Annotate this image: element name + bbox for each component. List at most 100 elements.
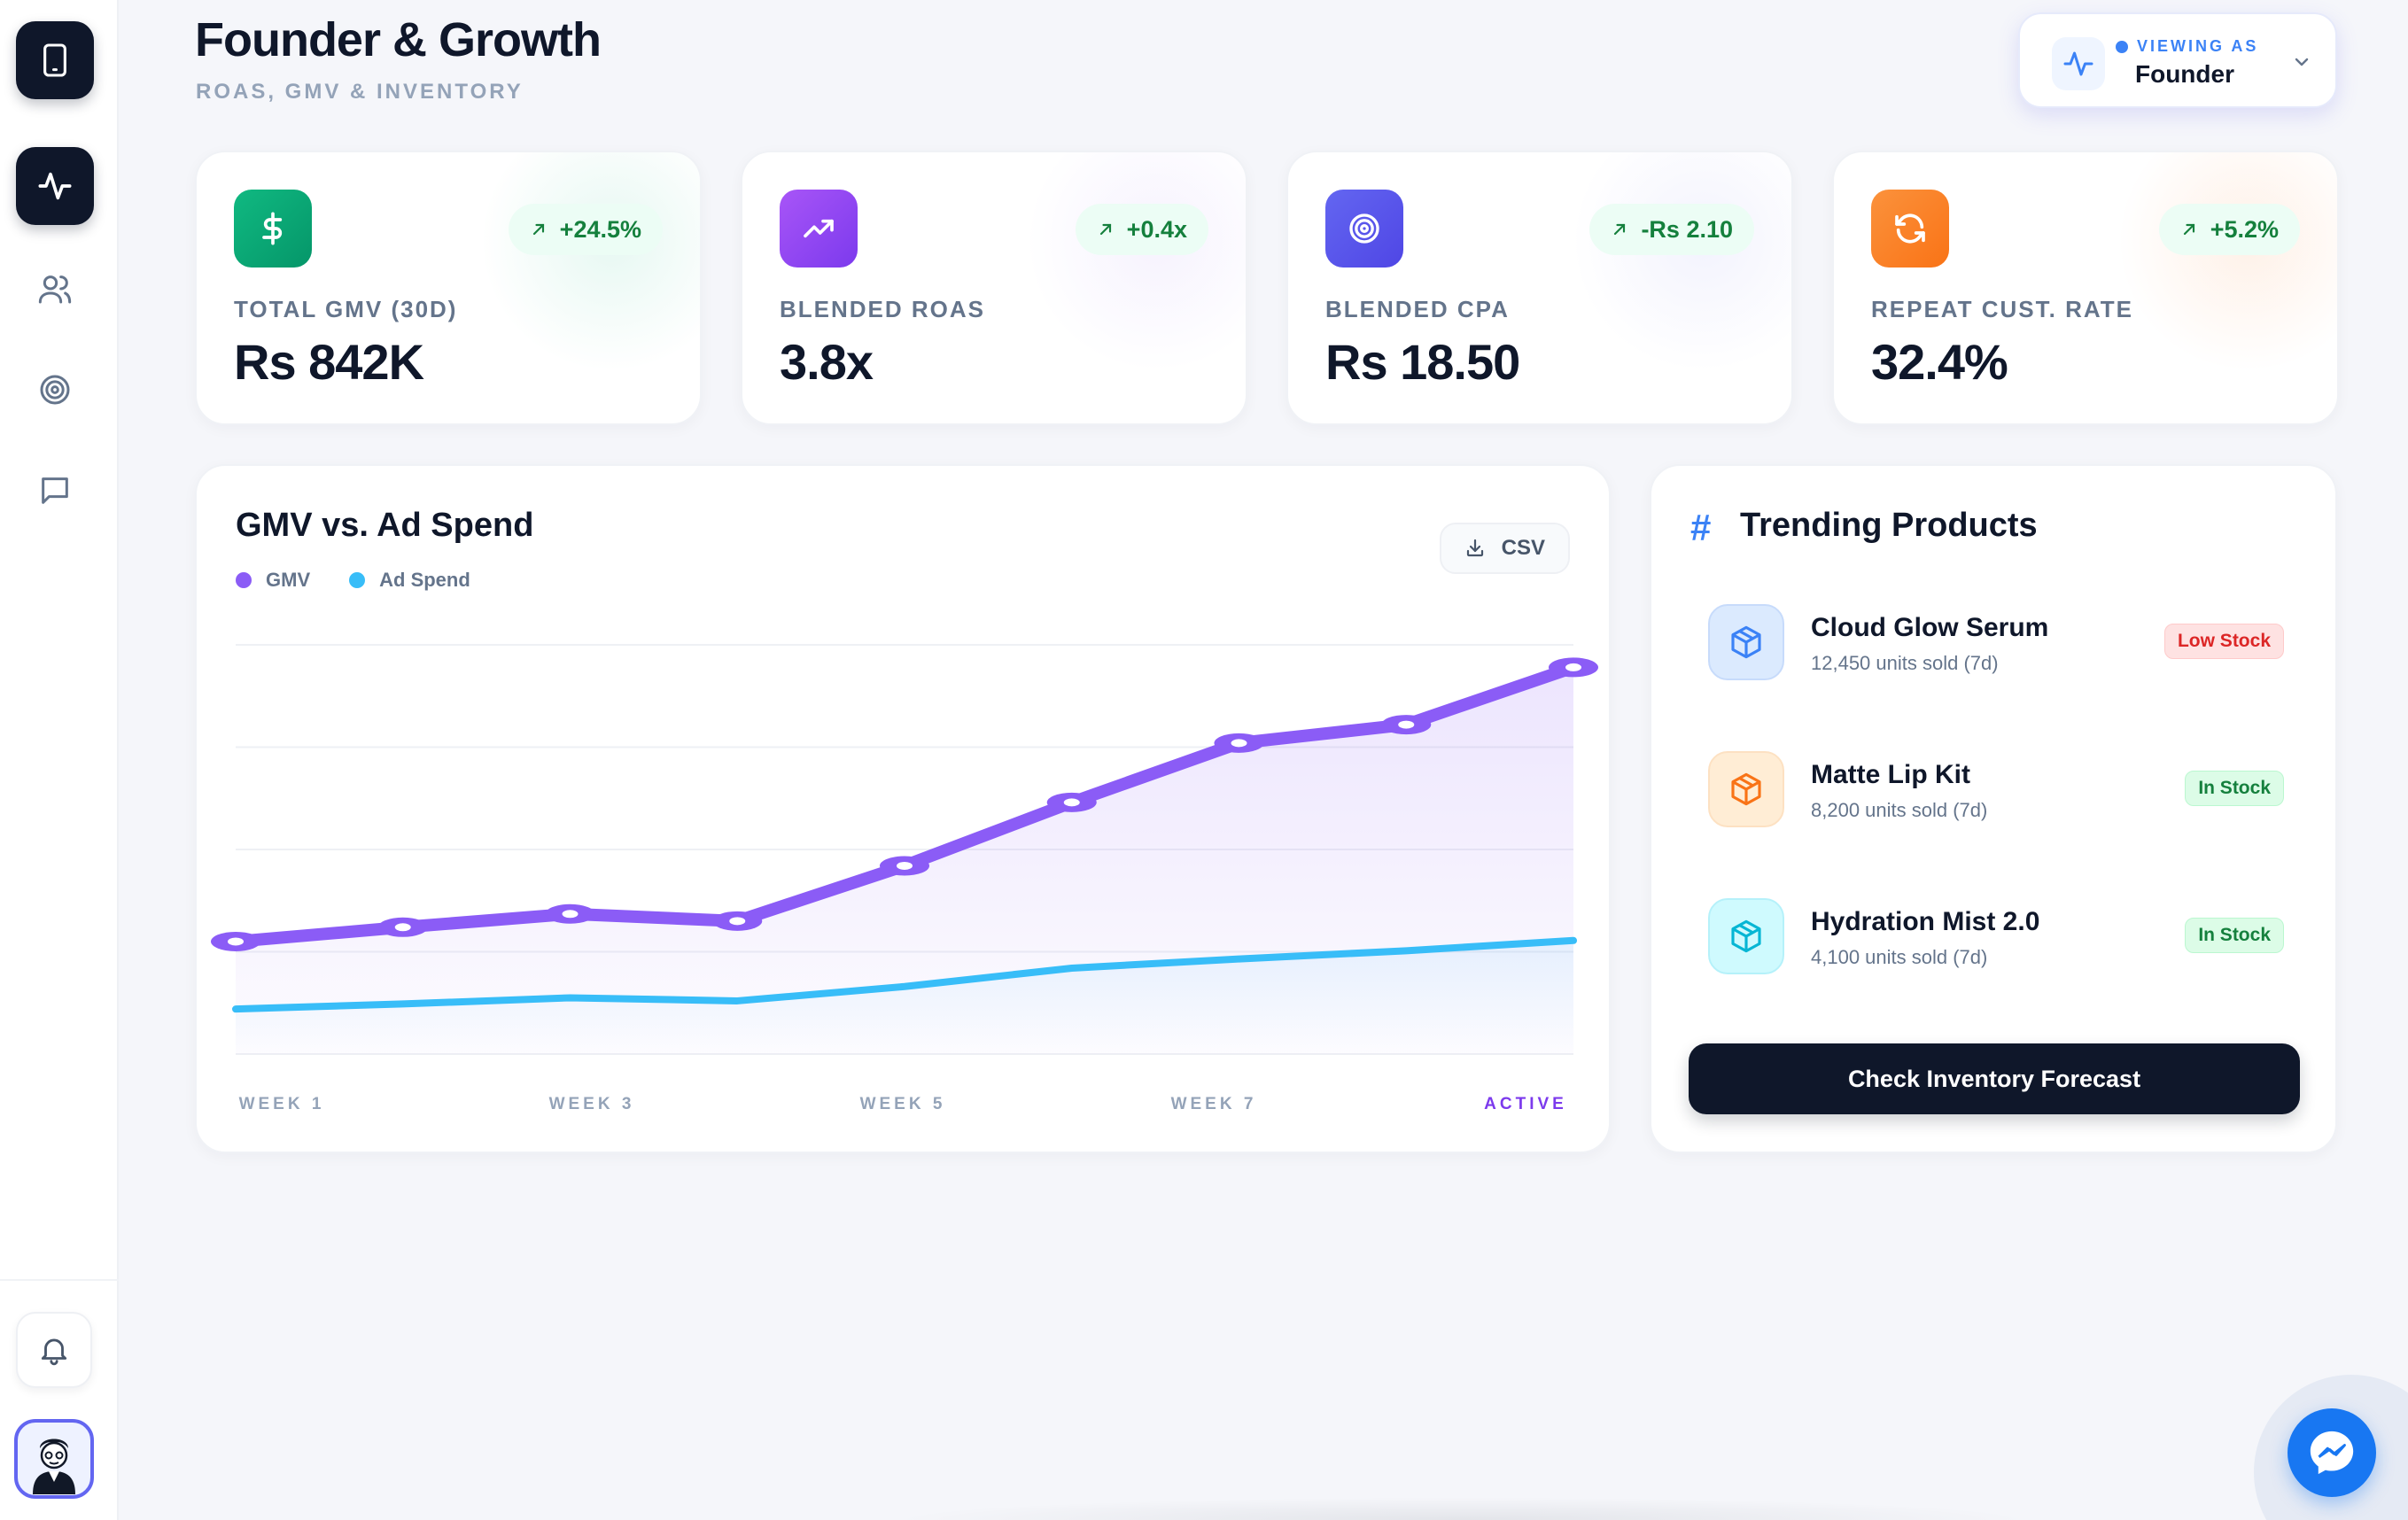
trending-title: Trending Products xyxy=(1740,507,2038,544)
sidebar-logo-button[interactable] xyxy=(16,21,94,99)
kpi-value: Rs 18.50 xyxy=(1325,334,1520,390)
kpi-card-repeat-rate[interactable]: +5.2% REPEAT CUST. RATE 32.4% xyxy=(1832,151,2339,425)
chart-title: GMV vs. Ad Spend xyxy=(236,507,534,544)
sidebar-divider xyxy=(0,1279,119,1281)
kpi-card-cpa[interactable]: -Rs 2.10 BLENDED CPA Rs 18.50 xyxy=(1286,151,1793,425)
device-icon xyxy=(43,43,66,77)
package-icon xyxy=(1731,772,1761,806)
dollar-icon xyxy=(262,212,283,245)
legend-label: Ad Spend xyxy=(379,569,470,591)
target-icon xyxy=(1349,213,1379,244)
product-name: Cloud Glow Serum xyxy=(1811,613,2049,642)
product-icon-box xyxy=(1708,898,1784,974)
product-item[interactable]: Matte Lip Kit 8,200 units sold (7d) In S… xyxy=(1708,751,2284,829)
message-icon xyxy=(42,477,68,504)
kpi-delta-badge: -Rs 2.10 xyxy=(1589,204,1754,255)
csv-export-button[interactable]: CSV xyxy=(1439,523,1570,574)
kpi-label: TOTAL GMV (30D) xyxy=(234,296,458,322)
kpi-icon-box xyxy=(1325,190,1403,268)
arrow-up-right-icon xyxy=(532,223,544,236)
gmv-data-point-center xyxy=(1398,720,1415,729)
x-tick-label: WEEK 5 xyxy=(860,1095,946,1113)
gmv-data-point-center xyxy=(394,923,411,932)
product-units: 12,450 units sold (7d) xyxy=(1811,652,1999,674)
legend-item-gmv: GMV xyxy=(236,569,310,592)
kpi-card-gmv[interactable]: +24.5% TOTAL GMV (30D) Rs 842K xyxy=(195,151,702,425)
messenger-chat-button[interactable] xyxy=(2288,1408,2376,1497)
stock-badge: Low Stock xyxy=(2163,624,2284,659)
product-units: 4,100 units sold (7d) xyxy=(1811,946,1988,968)
product-item[interactable]: Hydration Mist 2.0 4,100 units sold (7d)… xyxy=(1708,898,2284,976)
check-inventory-forecast-button[interactable]: Check Inventory Forecast xyxy=(1689,1043,2300,1114)
kpi-card-roas[interactable]: +0.4x BLENDED ROAS 3.8x xyxy=(741,151,1247,425)
sidebar-item-dashboard[interactable] xyxy=(16,147,94,225)
kpi-delta-badge: +5.2% xyxy=(2158,204,2300,255)
kpi-label: BLENDED CPA xyxy=(1325,296,1510,322)
hash-icon: # xyxy=(1690,507,1712,548)
viewing-as-label: VIEWING AS xyxy=(2137,37,2259,55)
arrow-up-right-icon xyxy=(1099,223,1111,236)
users-icon xyxy=(38,275,72,304)
product-item[interactable]: Cloud Glow Serum 12,450 units sold (7d) … xyxy=(1708,604,2284,682)
kpi-icon-box xyxy=(234,190,312,268)
product-icon-box xyxy=(1708,751,1784,827)
gmv-data-point-center xyxy=(897,861,913,870)
arrow-up-right-icon xyxy=(1614,223,1626,236)
kpi-delta-value: +24.5% xyxy=(559,215,641,243)
x-tick-label: ACTIVE xyxy=(1484,1095,1567,1113)
stock-badge: In Stock xyxy=(2185,918,2284,953)
trending-products-card: # Trending Products Cloud Glow Serum 12,… xyxy=(1650,464,2337,1153)
gmv-data-point-center xyxy=(562,910,579,919)
viewing-as-value: Founder xyxy=(2135,60,2234,88)
kpi-delta-value: +0.4x xyxy=(1126,215,1187,243)
kpi-delta-value: -Rs 2.10 xyxy=(1641,215,1733,243)
gmv-data-point-center xyxy=(228,937,244,946)
sidebar-item-users[interactable] xyxy=(16,250,94,328)
gmv-data-point-center xyxy=(1231,739,1247,748)
activity-icon xyxy=(38,172,72,200)
sidebar-item-messages[interactable] xyxy=(16,452,94,530)
card-glow xyxy=(470,152,700,383)
legend-item-ad-spend: Ad Spend xyxy=(349,569,470,592)
trending-up-icon xyxy=(804,219,834,238)
page-title: Founder & Growth xyxy=(195,13,602,66)
product-units: 8,200 units sold (7d) xyxy=(1811,799,1988,821)
kpi-delta-value: +5.2% xyxy=(2210,215,2279,243)
package-icon xyxy=(1731,625,1761,659)
refresh-icon xyxy=(1895,213,1925,244)
stock-badge: In Stock xyxy=(2185,771,2284,806)
line-chart: WEEK 1 WEEK 3 WEEK 5 WEEK 7 ACTIVE xyxy=(211,644,1598,1113)
bottom-shadow xyxy=(886,1497,2038,1520)
gmv-data-point-center xyxy=(729,917,746,926)
sidebar-item-goals[interactable] xyxy=(16,351,94,429)
activity-icon xyxy=(2063,51,2093,76)
kpi-value: Rs 842K xyxy=(234,334,424,390)
kpi-label: BLENDED ROAS xyxy=(780,296,986,322)
sidebar xyxy=(0,0,119,1520)
legend-swatch xyxy=(236,572,252,588)
card-glow xyxy=(1015,152,1246,383)
page-subtitle: ROAS, GMV & INVENTORY xyxy=(196,80,524,104)
kpi-icon-box xyxy=(1871,190,1949,268)
arrow-up-right-icon xyxy=(2183,223,2194,236)
download-icon xyxy=(1466,539,1483,557)
kpi-delta-badge: +0.4x xyxy=(1075,204,1208,255)
x-tick-label: WEEK 3 xyxy=(549,1095,635,1113)
notifications-button[interactable] xyxy=(16,1312,92,1388)
bell-icon xyxy=(41,1338,67,1366)
target-icon xyxy=(40,375,70,405)
x-tick-label: WEEK 1 xyxy=(239,1095,325,1113)
kpi-icon-box xyxy=(780,190,858,268)
user-avatar-icon xyxy=(33,1439,75,1494)
viewing-as-dropdown[interactable]: VIEWING AS Founder xyxy=(2018,12,2337,108)
viewer-icon-box xyxy=(2052,37,2105,90)
chevron-down-icon xyxy=(2295,58,2309,66)
kpi-label: REPEAT CUST. RATE xyxy=(1871,296,2133,322)
gmv-data-point-center xyxy=(1063,798,1080,807)
legend-label: GMV xyxy=(266,569,311,591)
chart-legend: GMV Ad Spend xyxy=(236,569,470,592)
avatar[interactable] xyxy=(14,1419,94,1499)
legend-swatch xyxy=(349,572,366,588)
package-icon xyxy=(1731,919,1761,953)
status-dot xyxy=(2116,41,2128,53)
